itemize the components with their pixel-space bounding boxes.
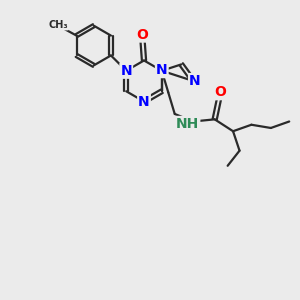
Text: NH: NH (176, 117, 199, 131)
Text: O: O (214, 85, 226, 99)
Text: O: O (136, 28, 148, 42)
Text: N: N (120, 64, 132, 78)
Text: N: N (138, 94, 150, 109)
Text: CH₃: CH₃ (48, 20, 68, 30)
Text: N: N (189, 74, 201, 88)
Text: N: N (156, 63, 168, 77)
